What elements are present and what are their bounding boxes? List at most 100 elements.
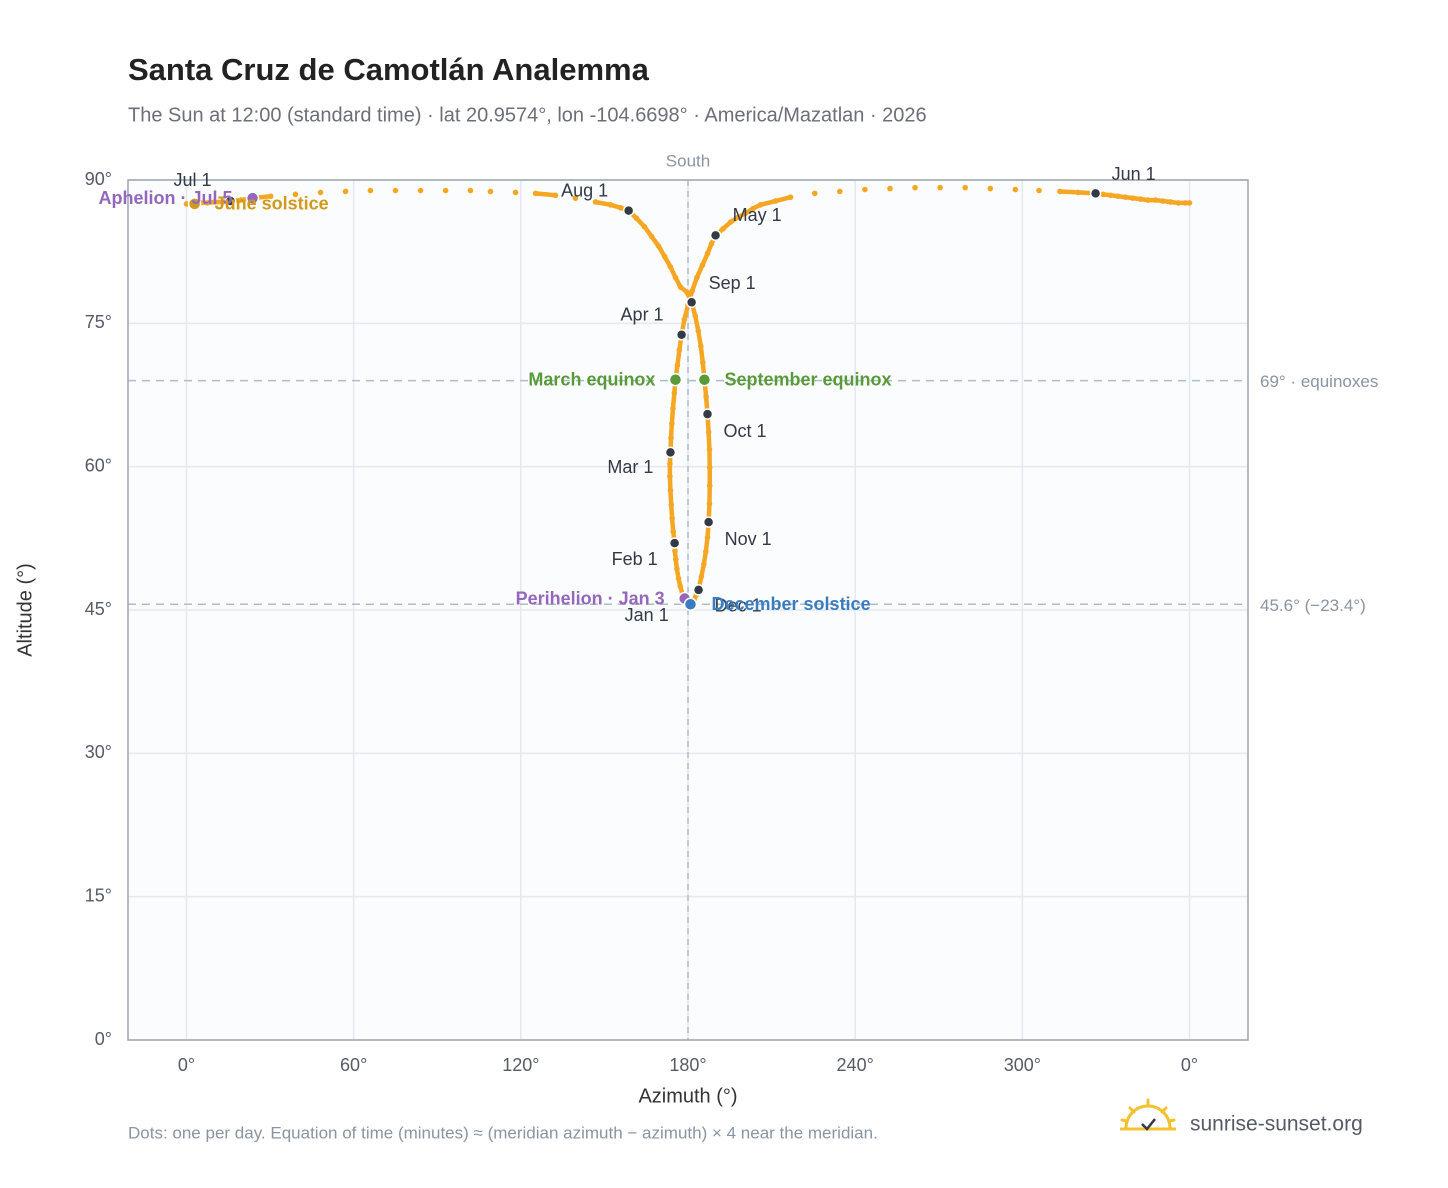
daily-dot xyxy=(862,186,868,193)
daily-dot xyxy=(706,482,713,489)
daily-dot xyxy=(1175,200,1182,206)
daily-dot xyxy=(1012,186,1019,193)
daily-dot xyxy=(987,185,994,192)
month-label: Jan 1 xyxy=(625,605,669,625)
daily-dot xyxy=(677,583,683,589)
daily-dot xyxy=(708,241,715,247)
event-label: September equinox xyxy=(724,369,891,389)
daily-dot xyxy=(704,534,711,541)
daily-dot xyxy=(1130,195,1136,201)
daily-dot xyxy=(772,198,779,204)
event-label: Aphelion · Jul 5 xyxy=(99,188,233,208)
daily-dot xyxy=(317,189,324,196)
month-marker xyxy=(224,195,237,207)
daily-dot xyxy=(238,197,244,203)
footnote: Dots: one per day. Equation of time (min… xyxy=(128,1123,878,1142)
daily-dot xyxy=(681,316,688,323)
daily-dot xyxy=(1152,197,1159,203)
event-marker xyxy=(697,372,712,387)
x-tick-label: 0° xyxy=(1181,1055,1198,1075)
month-marker xyxy=(692,584,705,596)
brand-logo xyxy=(1120,1098,1176,1131)
reference-label: 69° · equinoxes xyxy=(1260,372,1378,391)
month-label: Jul 1 xyxy=(174,170,212,190)
daily-dot xyxy=(937,184,943,191)
month-label: Jun 1 xyxy=(1112,164,1156,184)
daily-dot xyxy=(1107,192,1114,199)
daily-dot xyxy=(727,219,734,225)
chart-title: Santa Cruz de Camotlán Analemma xyxy=(128,52,650,87)
daily-dot xyxy=(695,328,702,334)
daily-dot xyxy=(675,575,682,582)
daily-dot xyxy=(367,187,374,194)
x-tick-label: 180° xyxy=(669,1055,706,1075)
y-tick-label: 0° xyxy=(95,1029,112,1049)
chart-subtitle: The Sun at 12:00 (standard time) · lat 2… xyxy=(128,104,927,126)
daily-dot xyxy=(671,390,678,396)
daily-dot xyxy=(552,192,559,199)
plot-frame xyxy=(127,179,1249,1041)
x-tick-label: 60° xyxy=(340,1055,367,1075)
x-axis-label: Azimuth (°) xyxy=(638,1085,737,1107)
daily-dot xyxy=(757,202,764,208)
daily-dot xyxy=(689,288,695,294)
y-tick-label: 30° xyxy=(85,742,112,762)
daily-dot xyxy=(1145,197,1151,203)
month-label: Sep 1 xyxy=(709,273,756,293)
event-label: December solstice xyxy=(712,594,871,614)
daily-dot xyxy=(1167,199,1174,205)
daily-dot xyxy=(641,224,648,230)
daily-dot xyxy=(617,204,624,211)
y-tick-label: 15° xyxy=(85,885,112,905)
event-marker xyxy=(683,597,698,612)
daily-dot xyxy=(1160,198,1166,204)
event-label: June solstice xyxy=(215,194,329,214)
daily-dot xyxy=(1057,188,1063,195)
daily-dot xyxy=(672,556,679,563)
daily-dot xyxy=(183,201,190,207)
month-label: Apr 1 xyxy=(621,305,664,325)
daily-dot xyxy=(512,189,519,196)
daily-dot xyxy=(720,225,726,232)
reference-label: South xyxy=(666,151,710,170)
y-axis-label: Altitude (°) xyxy=(14,563,36,657)
month-label: Mar 1 xyxy=(607,457,653,477)
daily-dot xyxy=(672,547,678,554)
daily-dot xyxy=(648,233,655,240)
marker-layer xyxy=(187,187,1102,612)
daily-dot xyxy=(1036,187,1042,194)
daily-dot xyxy=(703,394,709,400)
daily-dot xyxy=(670,405,676,412)
daily-dot xyxy=(467,187,474,194)
daily-dot xyxy=(211,199,218,205)
daily-dot xyxy=(417,187,424,194)
daily-dot xyxy=(1182,200,1189,206)
y-tick-label: 60° xyxy=(85,455,112,475)
daily-dot xyxy=(698,343,704,350)
daily-dot xyxy=(204,200,211,206)
daily-dot xyxy=(342,188,349,195)
daily-dot xyxy=(672,274,679,281)
x-tick-label: 120° xyxy=(502,1055,539,1075)
daily-dot xyxy=(442,187,449,194)
x-tick-label: 300° xyxy=(1004,1055,1041,1075)
daily-dot xyxy=(811,190,818,197)
daily-dot xyxy=(592,199,599,205)
daily-dot xyxy=(667,264,674,270)
daily-dot xyxy=(1115,193,1121,200)
daily-dot xyxy=(703,548,709,555)
daily-dot xyxy=(887,185,893,192)
daily-dot xyxy=(655,243,662,249)
logo-check xyxy=(1141,1118,1156,1131)
daily-dot xyxy=(392,187,399,194)
y-tick-label: 75° xyxy=(85,312,112,332)
daily-dot xyxy=(1075,189,1081,196)
daily-dot xyxy=(692,312,699,319)
daily-dot xyxy=(633,215,640,222)
daily-dot xyxy=(668,502,675,508)
daily-dot xyxy=(1137,196,1144,202)
daily-dot xyxy=(706,501,713,507)
month-label: Oct 1 xyxy=(724,421,767,441)
logo-rays xyxy=(1120,1098,1176,1123)
daily-dot xyxy=(674,362,681,369)
